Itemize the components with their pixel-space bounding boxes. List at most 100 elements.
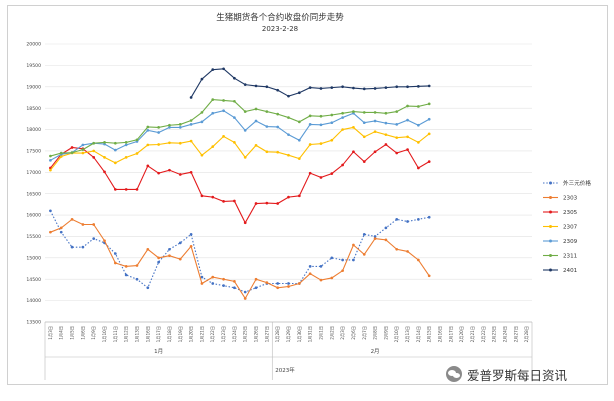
x-tick-label: 1月18日 bbox=[167, 326, 173, 342]
data-point-2401 bbox=[384, 86, 388, 89]
data-point-2305 bbox=[146, 164, 150, 168]
data-point-2303 bbox=[70, 218, 74, 221]
x-tick-label: 2月6日 bbox=[351, 326, 357, 340]
data-point-2303 bbox=[157, 256, 160, 260]
x-axis-ticks: 1月3日 1月4日 1月5日 1月6日 1月9日 1月10日 1月11日 1月12日 1月13日… bbox=[48, 326, 530, 342]
y-tick-label: 15500 bbox=[26, 234, 41, 240]
data-point-外三元价格 bbox=[49, 209, 52, 213]
data-point-2305 bbox=[233, 199, 236, 203]
data-point-2305 bbox=[341, 163, 344, 167]
data-point-2307 bbox=[103, 155, 106, 159]
data-point-2307 bbox=[373, 130, 377, 134]
x-tick-label: 2月27日 bbox=[513, 326, 519, 342]
data-point-外三元价格 bbox=[427, 215, 431, 219]
x-tick-label: 2月14日 bbox=[416, 326, 422, 342]
x-tick-label: 2月15日 bbox=[427, 326, 433, 342]
data-point-2401 bbox=[352, 86, 355, 90]
x-tick-label: 1月12日 bbox=[124, 326, 130, 342]
data-point-2309 bbox=[200, 120, 204, 124]
legend-label: 2303 bbox=[563, 196, 578, 202]
month-group-label: 2月 bbox=[371, 348, 380, 355]
data-point-2307 bbox=[406, 135, 409, 139]
x-tick-label: 1月9日 bbox=[91, 326, 97, 340]
data-point-外三元价格 bbox=[319, 265, 323, 268]
data-point-2303 bbox=[49, 230, 52, 234]
series-line-2307 bbox=[49, 126, 430, 171]
data-point-2311 bbox=[417, 105, 420, 108]
data-point-2311 bbox=[124, 141, 128, 144]
data-point-2309 bbox=[254, 119, 258, 123]
data-point-2309 bbox=[395, 123, 399, 126]
data-point-2401 bbox=[308, 86, 312, 89]
x-tick-label: 1月3日 bbox=[48, 326, 54, 340]
data-point-2305 bbox=[297, 194, 301, 198]
data-point-外三元价格 bbox=[200, 275, 204, 279]
data-point-2309 bbox=[113, 148, 117, 152]
data-point-2307 bbox=[135, 152, 139, 155]
data-point-2309 bbox=[157, 131, 160, 134]
data-point-2303 bbox=[265, 281, 269, 285]
data-point-2305 bbox=[254, 202, 258, 205]
data-point-2303 bbox=[319, 278, 323, 282]
data-point-外三元价格 bbox=[417, 218, 420, 221]
data-point-2307 bbox=[81, 151, 85, 155]
data-point-外三元价格 bbox=[341, 258, 344, 262]
data-point-外三元价格 bbox=[384, 226, 388, 230]
legend-label: 2307 bbox=[563, 225, 578, 231]
x-tick-label: 1月5日 bbox=[70, 326, 76, 340]
x-tick-label: 2月17日 bbox=[448, 326, 454, 342]
data-point-2307 bbox=[395, 136, 399, 140]
y-tick-label: 18500 bbox=[26, 106, 41, 112]
data-point-2305 bbox=[276, 202, 280, 205]
data-point-2305 bbox=[384, 143, 388, 146]
data-point-2309 bbox=[373, 119, 377, 123]
legend-marker-2311 bbox=[549, 254, 552, 257]
data-point-2401 bbox=[319, 87, 323, 90]
x-tick-label: 2月9日 bbox=[383, 326, 389, 340]
data-point-2309 bbox=[384, 121, 388, 125]
data-point-2401 bbox=[233, 76, 236, 80]
data-point-2311 bbox=[59, 151, 63, 155]
data-point-2303 bbox=[352, 243, 355, 247]
data-point-2401 bbox=[243, 83, 247, 86]
data-point-2309 bbox=[146, 129, 150, 132]
data-point-2311 bbox=[81, 148, 85, 151]
data-point-2305 bbox=[352, 150, 355, 154]
x-tick-label: 1月25日 bbox=[243, 326, 249, 342]
x-tick-label: 1月16日 bbox=[145, 326, 151, 342]
data-point-2303 bbox=[308, 272, 312, 276]
x-tick-label: 2月8日 bbox=[373, 326, 379, 340]
wechat-icon bbox=[446, 366, 462, 382]
data-point-2401 bbox=[406, 85, 409, 89]
x-axis-title: 2023年 bbox=[275, 366, 295, 374]
data-point-2309 bbox=[222, 109, 225, 113]
series-line-外三元价格 bbox=[49, 210, 430, 293]
data-point-2401 bbox=[287, 94, 290, 98]
data-point-2311 bbox=[189, 119, 193, 122]
y-tick-label: 15000 bbox=[26, 255, 41, 261]
legend-marker-外三元价格 bbox=[549, 181, 552, 185]
data-point-2303 bbox=[178, 257, 182, 261]
x-tick-label: 1月30日 bbox=[297, 326, 303, 342]
x-tick-label: 1月26日 bbox=[254, 326, 260, 342]
data-point-2311 bbox=[427, 102, 431, 106]
y-tick-label: 19000 bbox=[26, 84, 41, 90]
y-tick-label: 17500 bbox=[26, 149, 41, 155]
data-point-2307 bbox=[243, 155, 247, 159]
x-tick-label: 1月23日 bbox=[221, 326, 227, 342]
data-point-2311 bbox=[406, 104, 409, 108]
data-point-2307 bbox=[362, 135, 366, 139]
data-point-2311 bbox=[103, 141, 106, 144]
data-point-2305 bbox=[222, 200, 225, 203]
data-point-2303 bbox=[330, 276, 334, 280]
x-tick-label: 1月29日 bbox=[286, 326, 292, 342]
data-point-外三元价格 bbox=[113, 252, 117, 255]
data-point-外三元价格 bbox=[168, 247, 171, 251]
series-line-2303 bbox=[50, 218, 430, 300]
x-tick-label: 2月10日 bbox=[394, 326, 400, 342]
data-point-2311 bbox=[265, 110, 269, 113]
data-point-2305 bbox=[113, 188, 117, 191]
data-point-外三元价格 bbox=[233, 286, 236, 290]
series-line-2305 bbox=[49, 143, 430, 224]
